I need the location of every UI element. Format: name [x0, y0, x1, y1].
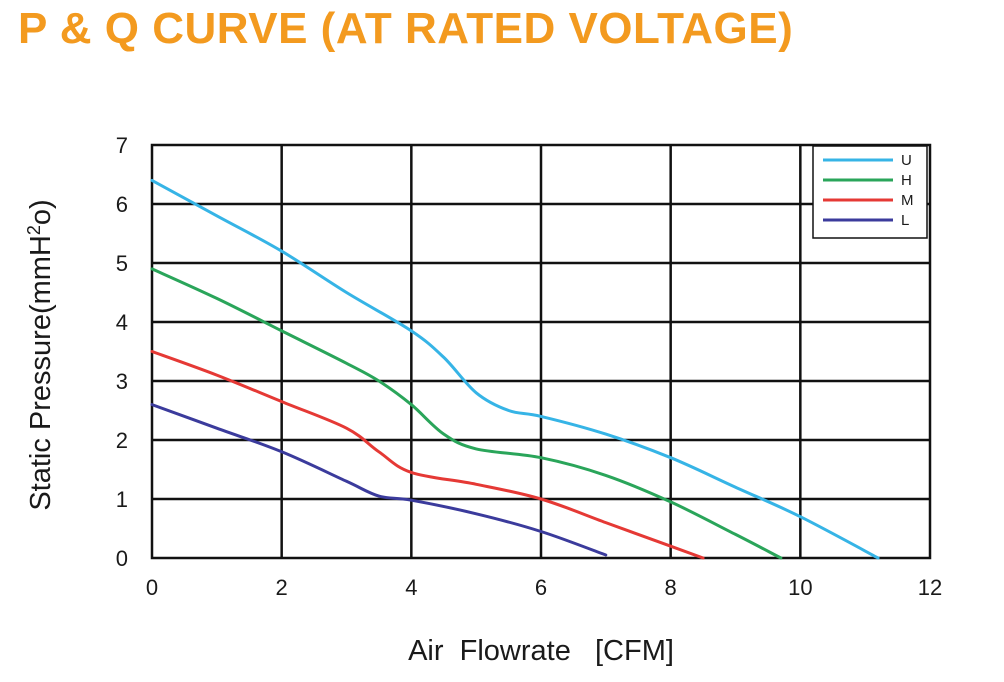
series-line-u: [150, 178, 880, 560]
x-tick-label: 10: [788, 575, 812, 600]
legend-label-h: H: [901, 172, 912, 189]
legend-label-m: M: [901, 192, 914, 209]
y-axis-label-tail: o): [25, 199, 57, 225]
y-axis-label-sup: 2: [24, 225, 44, 235]
y-tick-label: 1: [116, 487, 128, 512]
x-tick-label: 12: [918, 575, 942, 600]
x-tick-label: 6: [535, 575, 547, 600]
y-tick-label: 0: [116, 546, 128, 571]
y-tick-label: 4: [116, 310, 128, 335]
x-tick-label: 4: [405, 575, 417, 600]
legend-label-u: U: [901, 152, 912, 169]
y-axis-label: Static Pressure(mmH2o): [24, 199, 57, 510]
series-line-h: [150, 267, 783, 560]
y-axis-label-main: Static Pressure(mmH: [25, 235, 57, 511]
y-tick-label: 2: [116, 428, 128, 453]
y-tick-label: 6: [116, 192, 128, 217]
series-line-m: [150, 350, 705, 560]
x-axis-label: Air Flowrate [CFM]: [408, 635, 674, 667]
y-tick-label: 5: [116, 251, 128, 276]
x-tick-label: 0: [146, 575, 158, 600]
y-tick-label: 7: [116, 133, 128, 158]
chart-title: P & Q CURVE (AT RATED VOLTAGE): [18, 4, 794, 53]
series-line-l: [150, 403, 608, 557]
x-tick-label: 8: [665, 575, 677, 600]
legend-label-l: L: [901, 212, 909, 229]
y-tick-label: 3: [116, 369, 128, 394]
x-tick-label: 2: [276, 575, 288, 600]
